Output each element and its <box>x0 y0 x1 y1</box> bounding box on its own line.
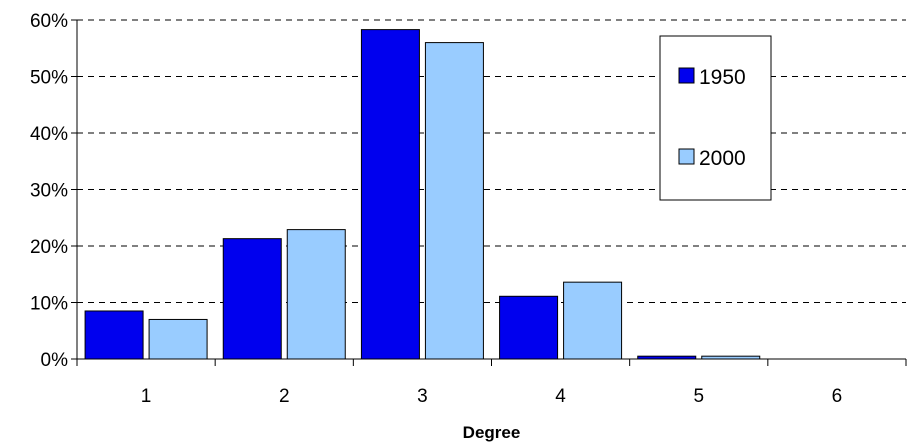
bar-1950-4 <box>499 295 559 360</box>
y-tick-label: 40% <box>30 124 68 145</box>
bar-1950-3 <box>360 29 420 360</box>
bar-1950-1 <box>84 310 144 360</box>
legend: 1950 2000 <box>659 35 772 201</box>
legend-label-1950: 1950 <box>699 66 746 89</box>
y-tick-label: 10% <box>30 294 68 315</box>
x-tick-label: 5 <box>693 386 704 407</box>
bar-2000-4 <box>563 281 623 360</box>
legend-label-2000: 2000 <box>699 147 746 170</box>
x-tick-labels: 1 2 3 4 5 6 <box>141 386 842 407</box>
bar-2000-2 <box>286 229 346 360</box>
bar-2000-1 <box>148 318 208 360</box>
x-tick-label: 4 <box>555 386 566 407</box>
bar-1950-2 <box>222 238 282 360</box>
y-tick-label: 20% <box>30 237 68 258</box>
bars <box>84 29 761 360</box>
x-tick-label: 1 <box>141 386 152 407</box>
gridlines <box>77 19 906 303</box>
y-tick-label: 60% <box>30 11 68 32</box>
y-tick-label: 0% <box>41 350 69 371</box>
bar-2000-3 <box>424 42 484 360</box>
axes <box>71 19 907 366</box>
legend-swatch-1950 <box>678 67 695 84</box>
x-axis-title: Degree <box>463 423 521 442</box>
legend-box <box>659 35 772 201</box>
x-tick-label: 6 <box>832 386 843 407</box>
y-tick-labels: 0% 10% 20% 30% 40% 50% 60% <box>30 11 68 371</box>
y-tick-label: 30% <box>30 181 68 202</box>
y-tick-label: 50% <box>30 68 68 89</box>
x-tick-label: 2 <box>279 386 290 407</box>
legend-swatch-2000 <box>678 148 695 165</box>
x-tick-label: 3 <box>417 386 428 407</box>
